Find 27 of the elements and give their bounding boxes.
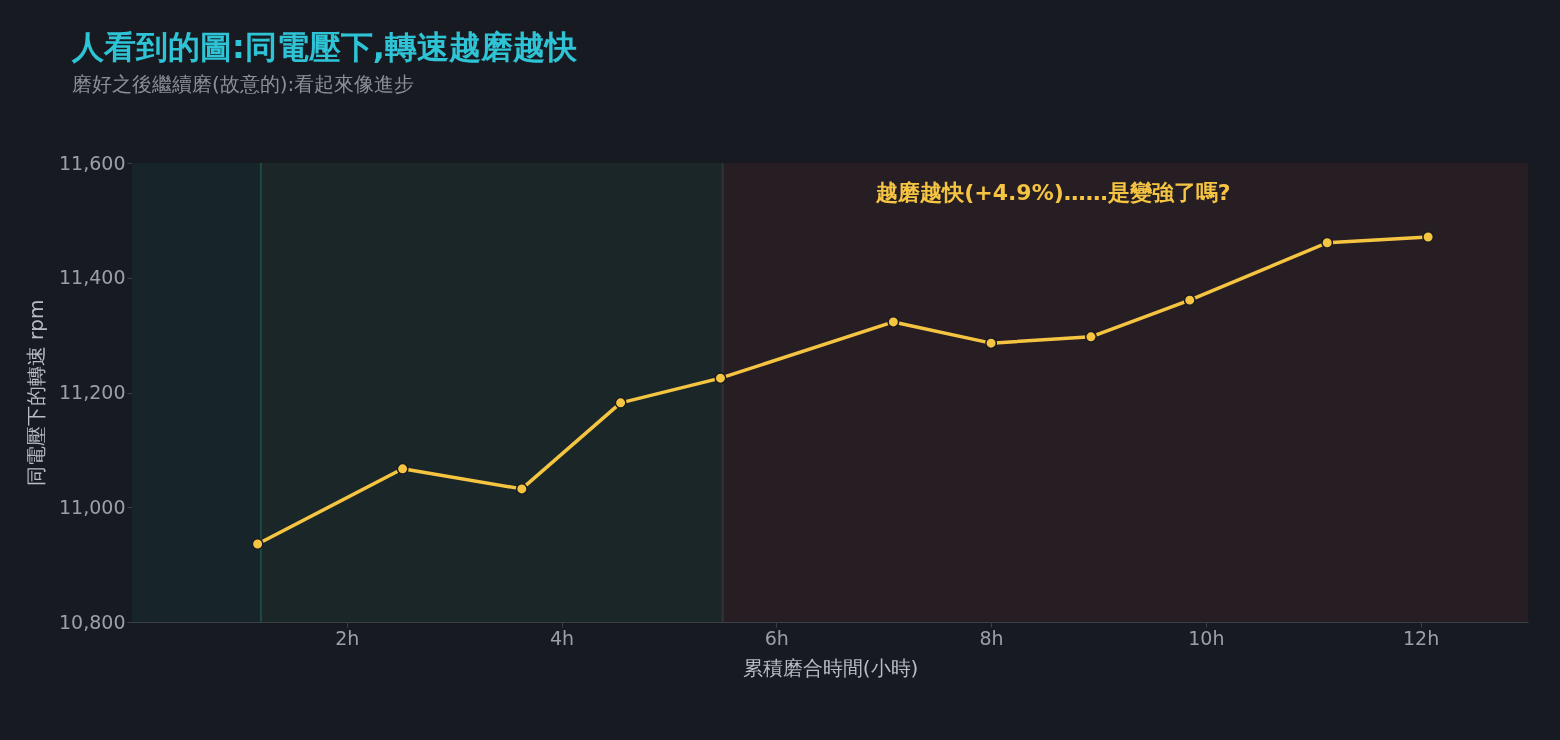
x-tick-label: 2h bbox=[335, 626, 360, 649]
point bbox=[1183, 294, 1196, 307]
point bbox=[1422, 231, 1435, 243]
point bbox=[1084, 330, 1097, 343]
x-tick-label: 12h bbox=[1403, 626, 1440, 649]
chart-subtitle: 磨好之後繼續磨(故意的):看起來像進步 bbox=[72, 72, 415, 96]
x-tick-label: 6h bbox=[764, 626, 789, 649]
point bbox=[714, 372, 727, 385]
point bbox=[887, 315, 900, 328]
y-tick-label: 11,000 bbox=[59, 495, 126, 518]
y-tick-label: 11,200 bbox=[59, 381, 126, 403]
y-tick-label: 10,800 bbox=[59, 610, 126, 633]
x-tick-label: 8h bbox=[979, 626, 1004, 649]
point bbox=[1321, 236, 1334, 249]
x-tick-label: 10h bbox=[1188, 626, 1225, 649]
y-axis-title: 同電壓下的轉速 rpm bbox=[24, 299, 49, 487]
point bbox=[614, 396, 627, 409]
point bbox=[985, 337, 998, 350]
y-tick-label: 11,400 bbox=[59, 266, 126, 289]
point bbox=[515, 482, 528, 495]
x-axis-title: 累積磨合時間(小時) bbox=[742, 655, 919, 680]
point bbox=[251, 537, 264, 550]
y-tick-label: 11,600 bbox=[59, 151, 126, 174]
point bbox=[396, 462, 409, 475]
x-tick-label: 4h bbox=[549, 626, 575, 649]
chart-title: 人看到的圖:同電壓下,轉速越磨越快 bbox=[71, 28, 578, 66]
annotation: 越磨越快(+4.9%)……是變強了嗎? bbox=[875, 180, 1231, 205]
